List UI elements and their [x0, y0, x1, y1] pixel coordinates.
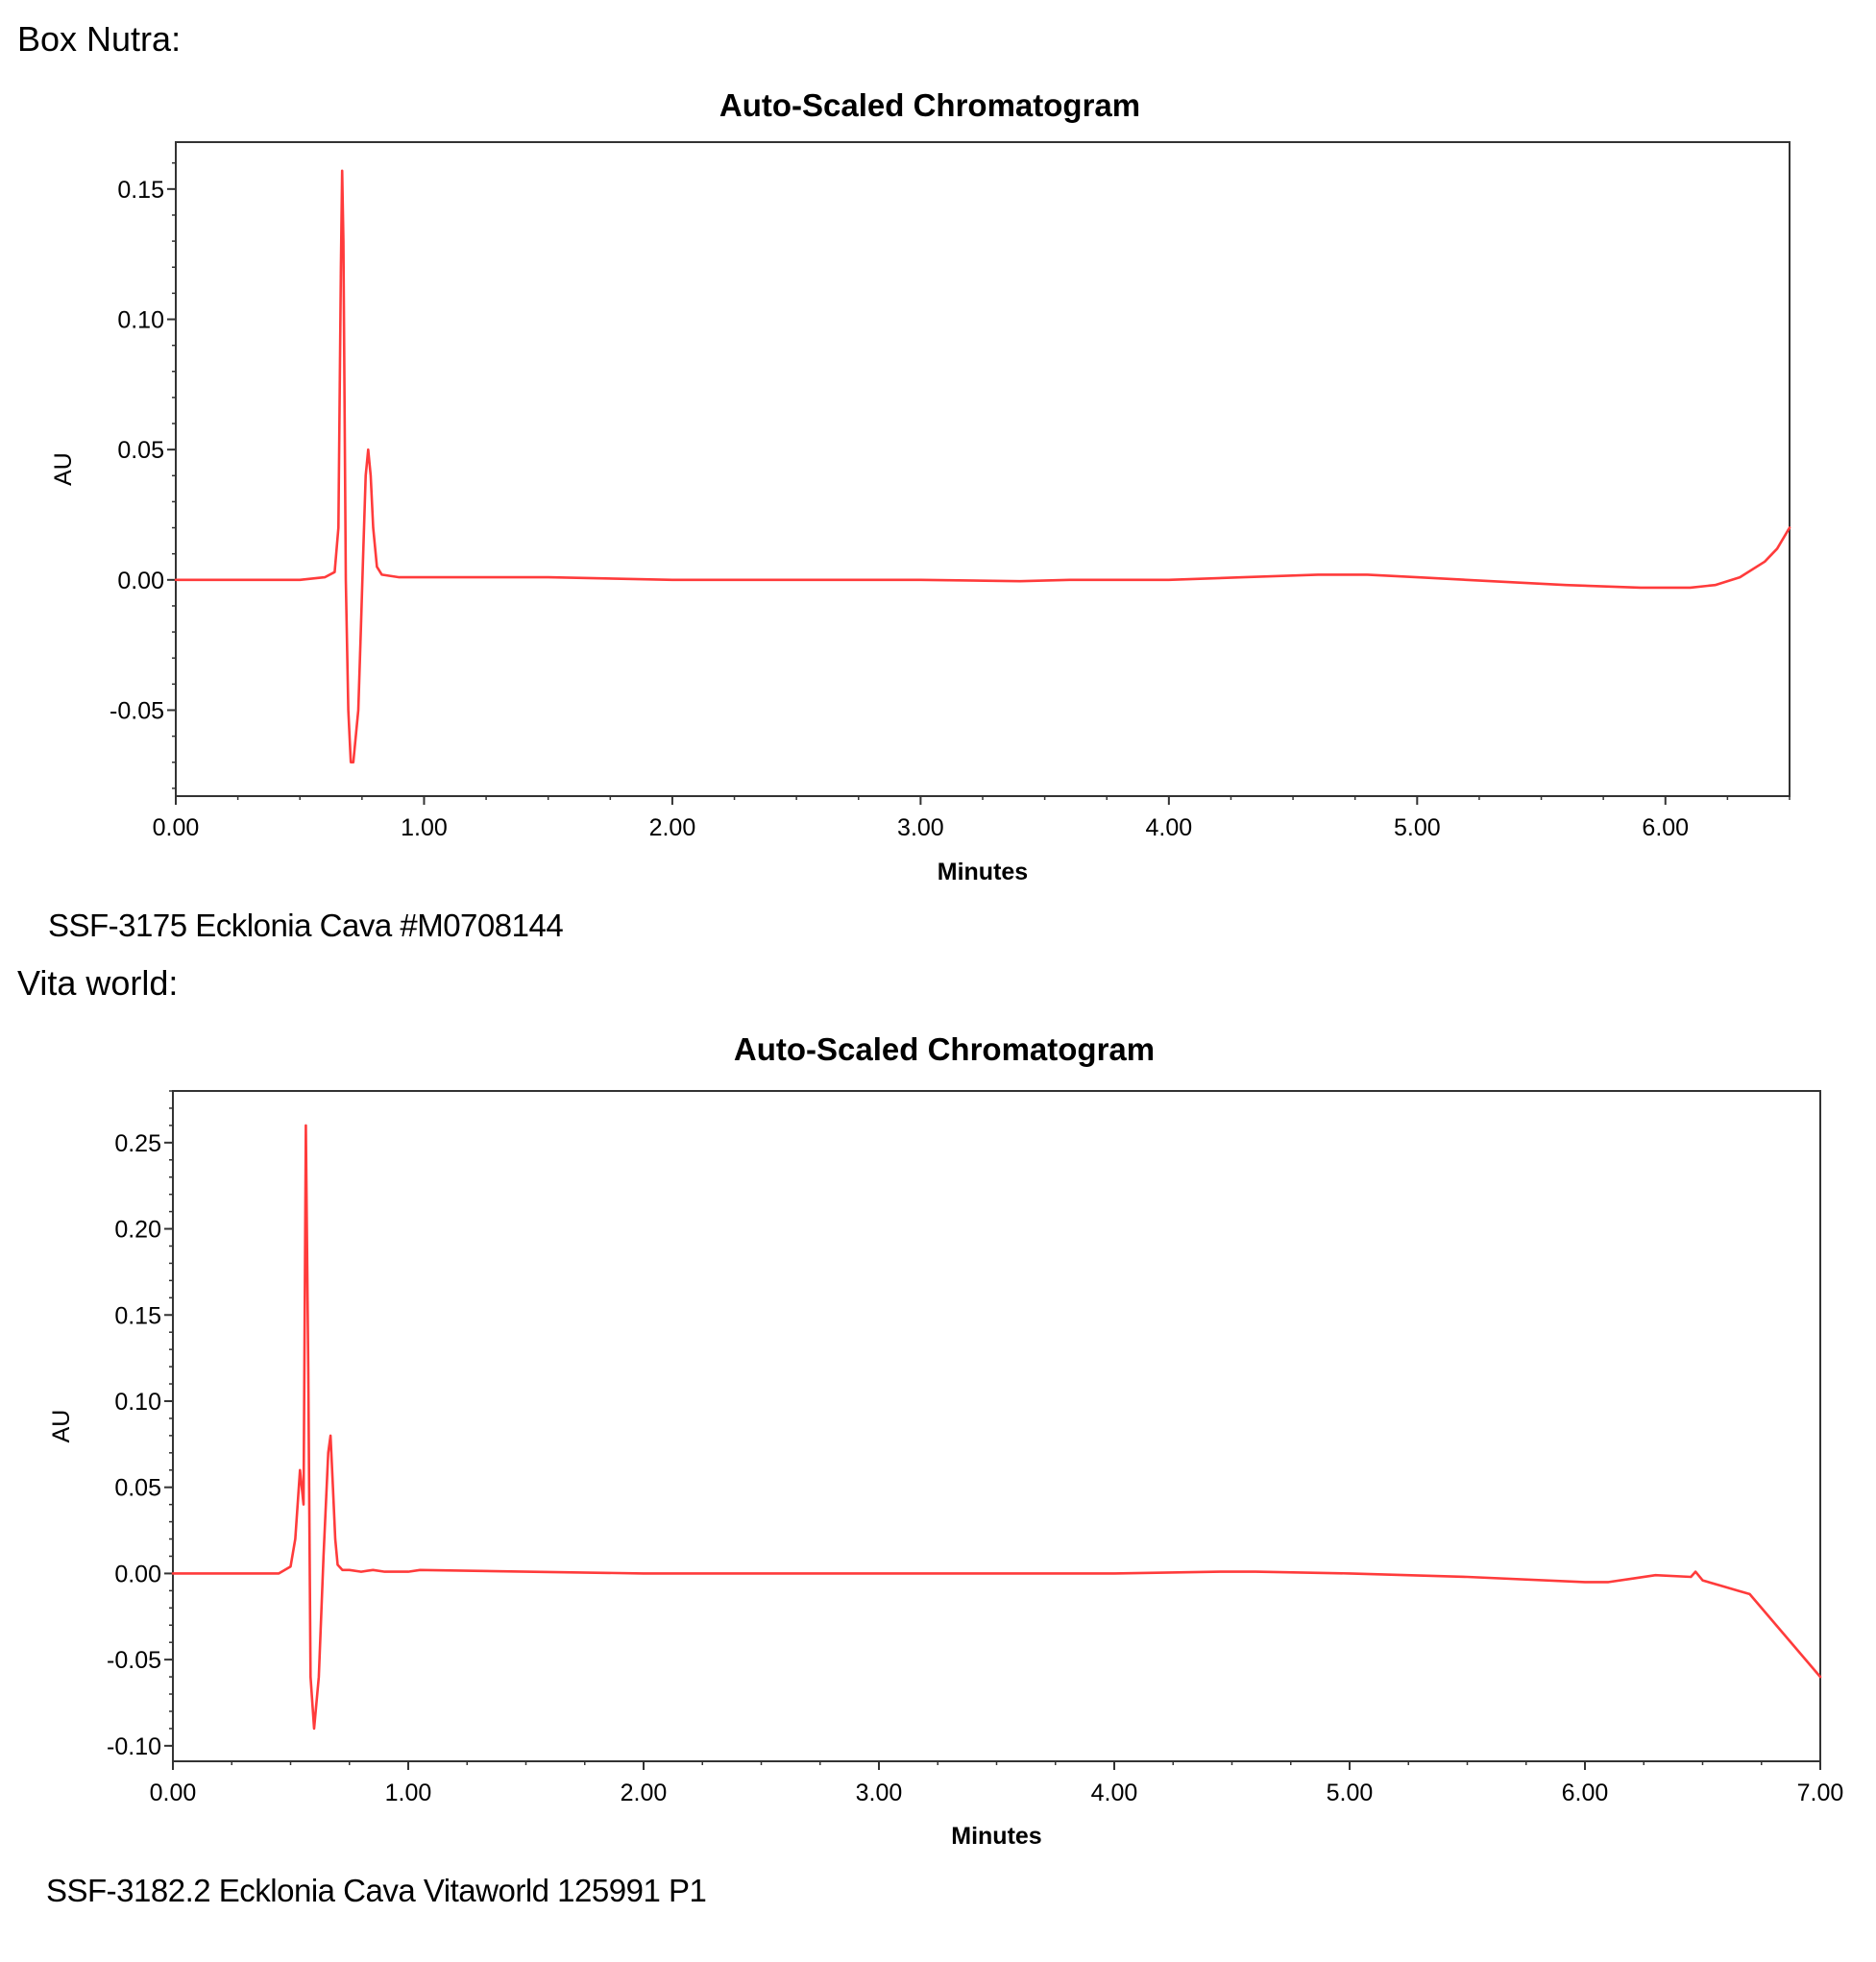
chart-caption-vita-world: SSF-3182.2 Ecklonia Cava Vitaworld 12599… [46, 1873, 707, 1908]
chromatogram-trace [171, 1124, 1822, 1731]
y-tick-label: 0.15 [114, 1302, 161, 1329]
y-tick-label: 0.10 [114, 1389, 161, 1416]
x-tick-label: 2.00 [649, 814, 696, 841]
chromatogram-chart-box-nutra: Auto-Scaled Chromatogram 0.00 1.00 2.00 3.00… [50, 87, 1791, 885]
section-heading-vita-world: Vita world: [17, 963, 179, 1003]
y-tick-label: 0.05 [117, 437, 164, 464]
y-tick-label: 0.15 [117, 177, 164, 204]
x-tick-label: 0.00 [153, 814, 200, 841]
chart-caption-box-nutra: SSF-3175 Ecklonia Cava #M0708144 [48, 908, 564, 943]
y-tick-label: 0.20 [114, 1217, 161, 1244]
x-tick-label: 3.00 [897, 814, 944, 841]
plot-frame [175, 141, 1791, 797]
x-tick-label: 5.00 [1327, 1780, 1374, 1806]
x-tick-label: 3.00 [856, 1780, 903, 1806]
chart-title: Auto-Scaled Chromatogram [719, 87, 1140, 123]
y-tick-label: 0.00 [117, 568, 164, 594]
x-tick-label: 6.00 [1562, 1780, 1609, 1806]
x-tick-label: 7.00 [1797, 1780, 1844, 1806]
x-tick-label: 4.00 [1091, 1780, 1138, 1806]
x-tick-label: 2.00 [621, 1780, 668, 1806]
plot-frame [172, 1090, 1821, 1762]
y-tick-label: -0.10 [107, 1733, 161, 1760]
y-tick-label: -0.05 [107, 1647, 161, 1674]
chart-title: Auto-Scaled Chromatogram [734, 1031, 1155, 1067]
y-tick-label: 0.10 [117, 306, 164, 333]
x-axis-title: Minutes [938, 859, 1028, 885]
x-tick-label: 5.00 [1394, 814, 1441, 841]
chromatogram-trace [174, 169, 1791, 764]
section-heading-box-nutra: Box Nutra: [17, 19, 182, 59]
y-tick-label: -0.05 [110, 697, 164, 724]
x-tick-label: 0.00 [150, 1780, 197, 1806]
y-tick-label: 0.05 [114, 1475, 161, 1502]
chromatogram-chart-vita-world: Auto-Scaled Chromatogram 0.00 1.00 2.00 3.00… [48, 1031, 1844, 1850]
y-tick-label: 0.25 [114, 1130, 161, 1157]
y-axis-title: AU [48, 1410, 75, 1443]
x-tick-label: 1.00 [385, 1780, 432, 1806]
x-tick-label: 6.00 [1642, 814, 1689, 841]
y-tick-label: 0.00 [114, 1561, 161, 1587]
x-tick-label: 1.00 [401, 814, 448, 841]
x-axis-title: Minutes [951, 1823, 1041, 1850]
y-axis-title: AU [50, 452, 77, 486]
x-tick-label: 4.00 [1146, 814, 1193, 841]
